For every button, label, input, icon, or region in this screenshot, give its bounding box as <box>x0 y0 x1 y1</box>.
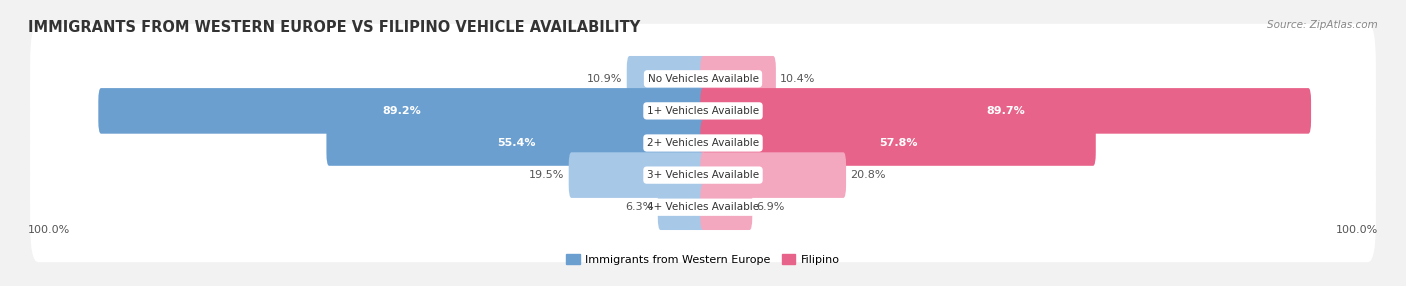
FancyBboxPatch shape <box>700 184 752 230</box>
Text: 89.2%: 89.2% <box>382 106 422 116</box>
FancyBboxPatch shape <box>568 152 706 198</box>
Text: No Vehicles Available: No Vehicles Available <box>648 74 758 84</box>
Text: 3+ Vehicles Available: 3+ Vehicles Available <box>647 170 759 180</box>
Text: 6.9%: 6.9% <box>756 202 785 212</box>
Text: 89.7%: 89.7% <box>986 106 1025 116</box>
Text: 10.4%: 10.4% <box>780 74 815 84</box>
Text: 57.8%: 57.8% <box>879 138 917 148</box>
FancyBboxPatch shape <box>658 184 706 230</box>
Text: 1+ Vehicles Available: 1+ Vehicles Available <box>647 106 759 116</box>
FancyBboxPatch shape <box>700 88 1310 134</box>
FancyBboxPatch shape <box>30 152 1376 262</box>
FancyBboxPatch shape <box>700 56 776 102</box>
Text: 10.9%: 10.9% <box>588 74 623 84</box>
Legend: Immigrants from Western Europe, Filipino: Immigrants from Western Europe, Filipino <box>562 250 844 269</box>
FancyBboxPatch shape <box>700 120 1095 166</box>
FancyBboxPatch shape <box>30 88 1376 198</box>
Text: IMMIGRANTS FROM WESTERN EUROPE VS FILIPINO VEHICLE AVAILABILITY: IMMIGRANTS FROM WESTERN EUROPE VS FILIPI… <box>28 20 640 35</box>
Text: 4+ Vehicles Available: 4+ Vehicles Available <box>647 202 759 212</box>
Text: 6.3%: 6.3% <box>626 202 654 212</box>
FancyBboxPatch shape <box>98 88 706 134</box>
Text: 100.0%: 100.0% <box>1336 225 1378 235</box>
FancyBboxPatch shape <box>700 152 846 198</box>
FancyBboxPatch shape <box>30 56 1376 166</box>
Text: 19.5%: 19.5% <box>529 170 565 180</box>
Text: 100.0%: 100.0% <box>28 225 70 235</box>
FancyBboxPatch shape <box>627 56 706 102</box>
Text: 55.4%: 55.4% <box>496 138 536 148</box>
FancyBboxPatch shape <box>326 120 706 166</box>
Text: 2+ Vehicles Available: 2+ Vehicles Available <box>647 138 759 148</box>
Text: 20.8%: 20.8% <box>851 170 886 180</box>
FancyBboxPatch shape <box>30 120 1376 230</box>
Text: Source: ZipAtlas.com: Source: ZipAtlas.com <box>1267 20 1378 30</box>
FancyBboxPatch shape <box>30 24 1376 134</box>
